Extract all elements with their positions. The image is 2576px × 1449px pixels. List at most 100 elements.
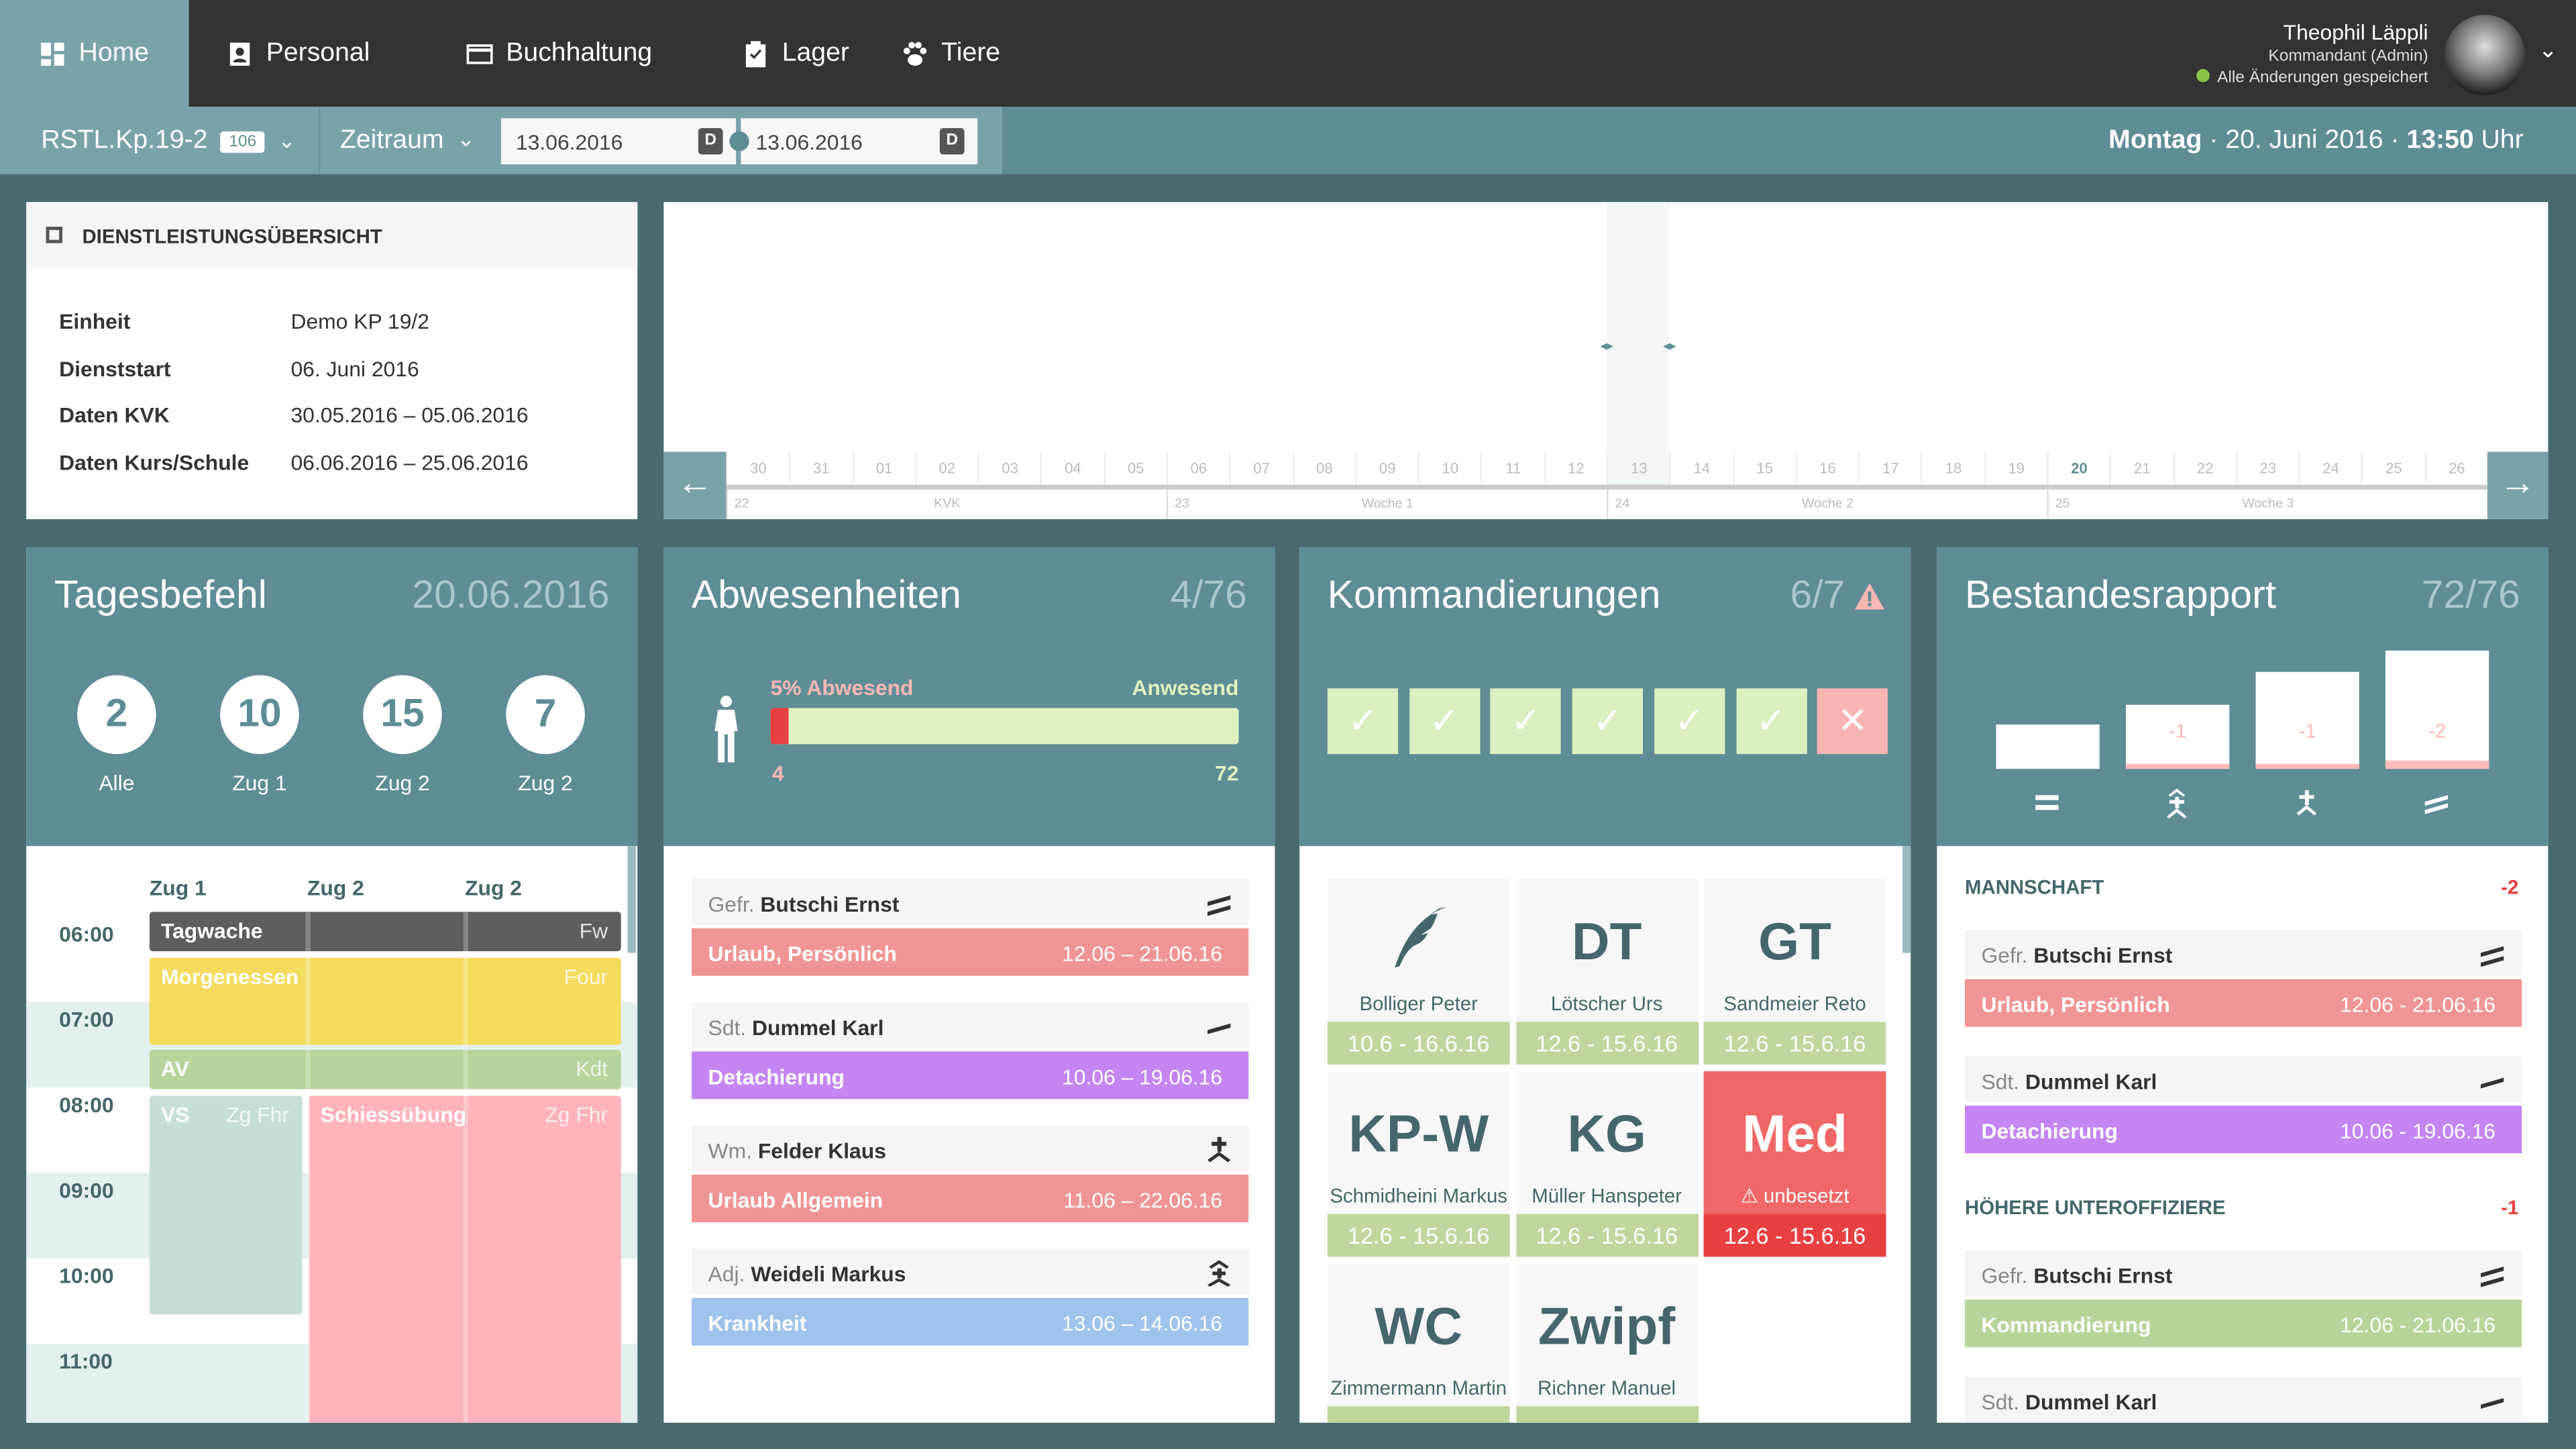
timeline-day[interactable]: 04 (1040, 451, 1104, 485)
timeline-week[interactable]: 25 Woche 3 (2047, 489, 2487, 519)
timeline-week[interactable]: 23 Woche 1 (1166, 489, 1607, 519)
timeline-week[interactable]: 24 Woche 2 (1607, 489, 2047, 519)
event-vs[interactable]: VS Zg Fhr (149, 1095, 303, 1315)
check-icon[interactable]: ✓ (1409, 688, 1480, 755)
absence-entry[interactable]: Detachierung 10.06 – 19.06.16 (692, 1051, 1249, 1099)
avatar[interactable] (2445, 15, 2526, 96)
person-row[interactable]: Wm. Felder Klaus (692, 1125, 1249, 1172)
timeline-day[interactable]: 08 (1292, 451, 1355, 485)
timeline-day[interactable]: 23 (2235, 451, 2299, 485)
range-handle-right-icon[interactable]: ◂▸ (1663, 338, 1676, 354)
user-info[interactable]: Theophil Läppli Kommandant (Admin) Alle … (2196, 19, 2428, 87)
range-handle-left-icon[interactable]: ◂▸ (1600, 338, 1613, 354)
timeline-day[interactable]: 09 (1355, 451, 1418, 485)
timeline-day[interactable]: 21 (2110, 451, 2173, 485)
event-av[interactable]: AV Kdt (149, 1049, 621, 1089)
slot-person-name: Bolliger Peter (1359, 992, 1478, 1016)
event-schiessübung[interactable]: Schiessübung Zg Fhr (309, 1095, 621, 1423)
timeline-prev-arrow-icon[interactable]: ← (663, 451, 727, 519)
timeline-day[interactable]: 18 (1921, 451, 1984, 485)
check-icon[interactable]: ✓ (1735, 688, 1807, 755)
timeline-day[interactable]: 22 (2172, 451, 2236, 485)
person-row[interactable]: Sdt. Dummel Karl (1965, 1377, 2522, 1423)
timeline[interactable]: 30 31 01 02 03 04 05 06 07 08 09 10 11 12 ◂▸ ◂▸ 13 14 15 16… (663, 202, 2548, 519)
counter-2[interactable]: 15 (363, 675, 442, 755)
check-icon[interactable]: ✓ (1654, 688, 1725, 755)
event-tagwache[interactable]: Tagwache Fw (149, 912, 621, 951)
timeline-day[interactable]: 30 (726, 451, 789, 485)
timeline-day[interactable]: 07 (1229, 451, 1293, 485)
timeline-day[interactable]: 25 (2361, 451, 2424, 485)
kommandierung-slot[interactable]: Bolliger Peter 10.6 - 16.6.16 (1327, 879, 1510, 1065)
timeline-day[interactable]: 06 (1166, 451, 1230, 485)
bar-mannschaft[interactable]: -2 (2385, 651, 2489, 769)
kommandierung-slot[interactable]: KP-W Schmidheini Markus 12.6 - 15.6.16 (1327, 1071, 1510, 1257)
bar-hoehere-uof[interactable]: -1 (2126, 704, 2230, 769)
person-row[interactable]: Sdt. Dummel Karl (692, 1002, 1249, 1049)
timeline-day[interactable]: 14 (1669, 451, 1733, 485)
slot-dates: 12.6 - 15.6.16 (1515, 1022, 1699, 1065)
event-title: Tagwache (161, 918, 263, 943)
user-menu-chevron-icon[interactable]: ⌄ (2538, 36, 2558, 63)
nav-lager[interactable]: Lager (703, 0, 889, 107)
absence-entry[interactable]: Kommandierung 12.06 - 21.06.16 (1965, 1299, 2522, 1348)
absence-entry[interactable]: Urlaub Allgemein 11.06 – 22.06.16 (692, 1175, 1249, 1223)
kommandierung-slot[interactable]: DT Lötscher Urs 12.6 - 15.6.16 (1515, 879, 1699, 1065)
timeline-day[interactable]: 13 (1607, 451, 1670, 485)
calendar-icon[interactable]: D (698, 128, 723, 155)
absence-entry[interactable]: Detachierung 10.06 - 19.06.16 (1965, 1106, 2522, 1154)
calendar-icon[interactable]: D (939, 128, 965, 155)
check-icon[interactable]: ✓ (1327, 688, 1399, 755)
timeline-day[interactable]: 17 (1858, 451, 1921, 485)
period-select[interactable]: Zeitraum ⌄ (340, 127, 475, 156)
timeline-day[interactable]: 01 (851, 451, 915, 485)
timeline-week[interactable]: 22 KVK (726, 489, 1166, 519)
timeline-day[interactable]: 20 (2047, 451, 2110, 485)
counter-1[interactable]: 10 (220, 675, 299, 755)
nav-buchhaltung[interactable]: Buchhaltung (427, 0, 692, 107)
timeline-day[interactable]: 24 (2298, 451, 2361, 485)
kommandierung-slot[interactable]: Zwipf Richner Manuel (1515, 1263, 1699, 1423)
timeline-day[interactable]: 11 (1481, 451, 1544, 485)
timeline-day[interactable]: 15 (1732, 451, 1796, 485)
timeline-day[interactable]: 31 (789, 451, 852, 485)
unit-select[interactable]: RSTL.Kp.19-2 106 ⌄ (41, 127, 296, 156)
date-to-input[interactable]: 13.06.2016 D (741, 118, 978, 164)
absence-entry[interactable]: Urlaub, Persönlich 12.06 – 21.06.16 (692, 928, 1249, 976)
person-row[interactable]: Gefr. Butschi Ernst (1965, 1250, 2522, 1297)
check-icon[interactable]: ✓ (1572, 688, 1644, 755)
kommandierung-slot[interactable]: KG Müller Hanspeter 12.6 - 15.6.16 (1515, 1071, 1699, 1257)
close-icon[interactable]: ✕ (1817, 688, 1888, 755)
timeline-day[interactable]: 19 (1984, 451, 2047, 485)
nav-tiere[interactable]: Tiere (863, 0, 1040, 107)
date-from-input[interactable]: 13.06.2016 D (500, 118, 737, 164)
timeline-next-arrow-icon[interactable]: → (2487, 451, 2548, 519)
timeline-day[interactable]: 10 (1417, 451, 1481, 485)
absence-entry[interactable]: Krankheit 13.06 – 14.06.16 (692, 1297, 1249, 1346)
person-row[interactable]: Sdt. Dummel Karl (1965, 1056, 2522, 1103)
timeline-day[interactable]: 02 (914, 451, 978, 485)
timeline-day[interactable]: 16 (1795, 451, 1858, 485)
check-icon[interactable]: ✓ (1491, 688, 1562, 755)
scrollbar[interactable] (627, 846, 636, 953)
scrollbar[interactable] (1902, 846, 1911, 953)
absence-entry[interactable]: Urlaub, Persönlich 12.06 - 21.06.16 (1965, 979, 2522, 1027)
person-row[interactable]: Gefr. Butschi Ernst (1965, 930, 2522, 976)
kommandierung-slot[interactable]: WC Zimmermann Martin (1327, 1263, 1510, 1423)
kommandierung-slot[interactable]: Med ⚠ unbesetzt 12.6 - 15.6.16 (1703, 1071, 1886, 1257)
counter-3[interactable]: 7 (506, 675, 585, 755)
person-row[interactable]: Gefr. Butschi Ernst (692, 879, 1249, 925)
person-row[interactable]: Adj. Weideli Markus (692, 1248, 1249, 1295)
bar-uof[interactable]: -1 (2255, 671, 2359, 769)
event-morgenessen[interactable]: Morgenessen Four (149, 957, 621, 1045)
timeline-selected-day[interactable] (1607, 202, 1670, 485)
timeline-day[interactable]: 05 (1104, 451, 1167, 485)
timeline-day[interactable]: 26 (2424, 451, 2487, 485)
nav-home[interactable]: Home (0, 0, 189, 107)
counter-0[interactable]: 2 (77, 675, 156, 755)
kommandierung-slot[interactable]: GT Sandmeier Reto 12.6 - 15.6.16 (1703, 879, 1886, 1065)
timeline-day[interactable]: 03 (977, 451, 1040, 485)
bar-offiziere[interactable] (1996, 724, 2100, 769)
nav-personal[interactable]: Personal (187, 0, 409, 107)
timeline-day[interactable]: 12 (1544, 451, 1607, 485)
